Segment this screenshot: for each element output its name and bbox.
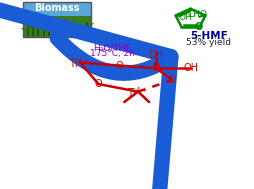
Text: 175°C, 2h: 175°C, 2h — [90, 50, 135, 58]
Text: O: O — [116, 60, 123, 70]
Text: Ti$^{4+}$: Ti$^{4+}$ — [128, 85, 149, 98]
Text: O: O — [95, 79, 102, 89]
Text: CHO: CHO — [188, 10, 208, 19]
Text: O: O — [195, 22, 203, 32]
FancyBboxPatch shape — [23, 2, 91, 16]
Text: OH: OH — [179, 13, 193, 22]
Text: OH: OH — [149, 50, 164, 60]
FancyBboxPatch shape — [23, 16, 91, 36]
Text: O: O — [168, 75, 176, 85]
Text: OH: OH — [183, 64, 198, 74]
Text: Biomass: Biomass — [34, 2, 80, 12]
Text: Ti$^{4+}$: Ti$^{4+}$ — [69, 56, 91, 70]
Text: 5-HMF: 5-HMF — [190, 31, 228, 41]
Text: 53% yield: 53% yield — [186, 38, 231, 47]
Text: P: P — [153, 64, 160, 74]
Text: H₂O/THF: H₂O/THF — [93, 43, 131, 52]
